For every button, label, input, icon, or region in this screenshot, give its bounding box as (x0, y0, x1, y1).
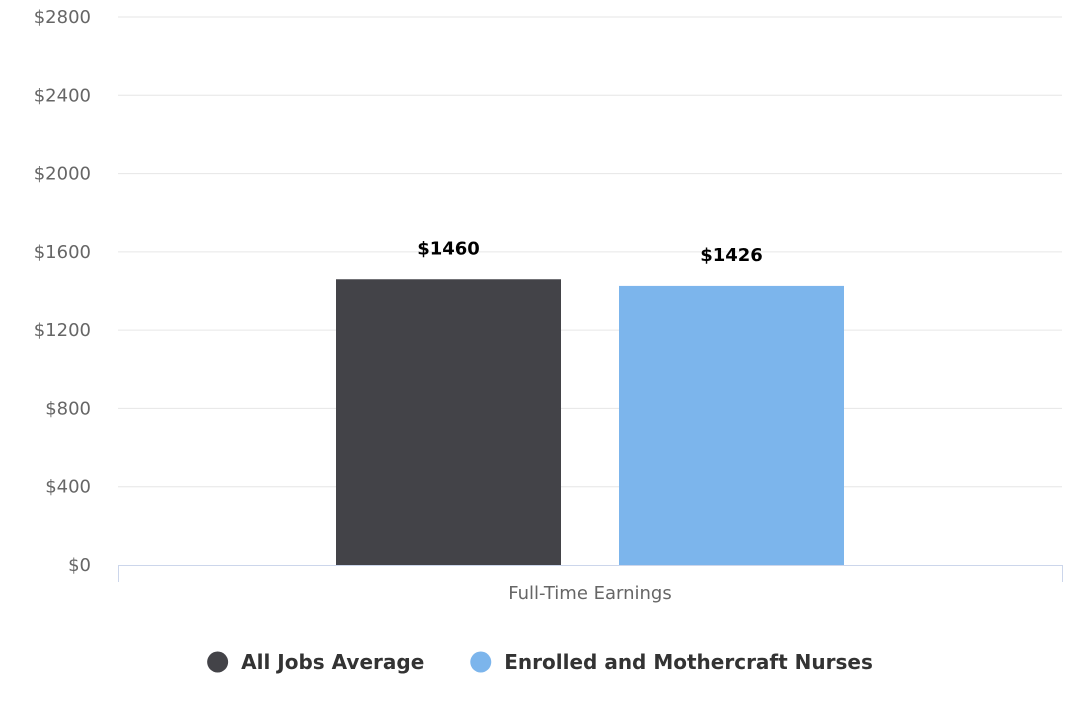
legend-label: Enrolled and Mothercraft Nurses (504, 650, 873, 674)
y-tick-label: $2400 (34, 85, 91, 106)
y-tick-label: $800 (45, 398, 91, 419)
bar-all-jobs-average[interactable] (336, 279, 561, 565)
y-axis-labels: $0 $400 $800 $1200 $1600 $2000 $2400 $2800 (34, 7, 91, 576)
bar-enrolled-mothercraft-nurses[interactable] (619, 285, 844, 565)
legend-item-enrolled-mothercraft-nurses[interactable]: Enrolled and Mothercraft Nurses (470, 650, 873, 674)
y-tick-label: $400 (45, 477, 91, 498)
x-axis: Full-Time Earnings (118, 565, 1063, 604)
legend-marker (470, 651, 492, 673)
y-tick-label: $2000 (34, 164, 91, 185)
legend-item-all-jobs-average[interactable]: All Jobs Average (207, 650, 424, 674)
y-tick-label: $2800 (34, 7, 91, 28)
x-category-label: Full-Time Earnings (508, 583, 672, 604)
legend-label: All Jobs Average (241, 650, 424, 674)
grid-lines (118, 16, 1062, 488)
legend-marker (207, 651, 229, 673)
y-tick-label: $1600 (34, 242, 91, 263)
bar-value-label: $1460 (417, 238, 480, 259)
y-tick-label: $1200 (34, 320, 91, 341)
y-tick-label: $0 (68, 555, 91, 576)
bars (336, 279, 844, 565)
legend[interactable]: All Jobs Average Enrolled and Mothercraft… (207, 650, 873, 674)
data-labels: $1460 $1426 (417, 238, 763, 266)
bar-value-label: $1426 (700, 245, 763, 266)
